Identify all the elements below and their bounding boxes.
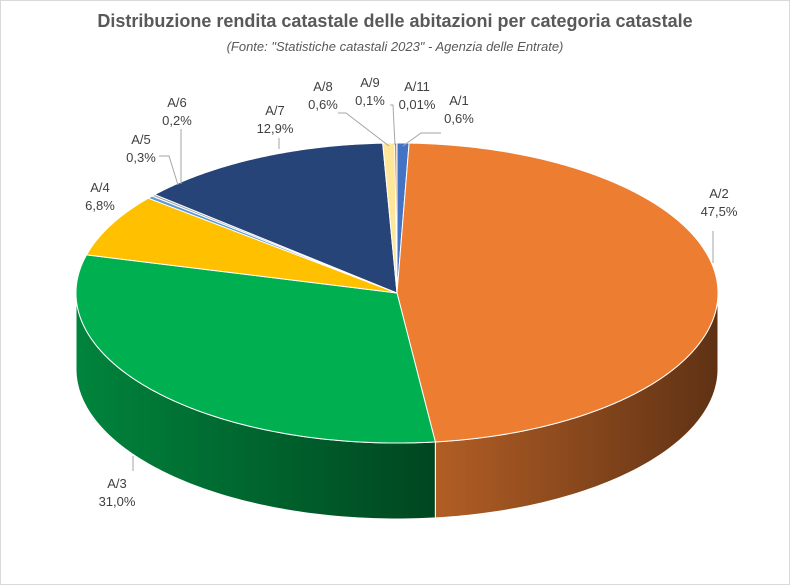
data-label-value: 0,3%	[126, 150, 156, 165]
data-label-category: A/4	[90, 180, 110, 195]
data-label-category: A/1	[449, 93, 469, 108]
data-label-value: 0,2%	[162, 113, 192, 128]
data-label-category: A/11	[404, 79, 430, 94]
data-label-value: 47,5%	[701, 204, 738, 219]
chart-title: Distribuzione rendita catastale delle ab…	[97, 11, 693, 31]
pie-slice-A-4[interactable]	[85, 197, 398, 294]
data-label-category: A/6	[167, 95, 187, 110]
data-label-value: 31,0%	[99, 494, 136, 509]
data-label-value: 12,9%	[257, 121, 294, 136]
data-label-category: A/9	[360, 75, 380, 90]
data-label-value: 0,01%	[399, 97, 436, 112]
data-label-category: A/3	[107, 476, 127, 491]
leader-line	[338, 112, 390, 147]
pie-slice-A-7[interactable]	[153, 142, 398, 294]
data-label-category: A/8	[313, 79, 333, 94]
data-label-value: 0,1%	[355, 93, 385, 108]
leader-line	[402, 132, 441, 147]
pie-slice-A-3[interactable]	[75, 254, 436, 444]
leader-line	[390, 104, 396, 146]
data-label-category: A/5	[131, 132, 151, 147]
chart-subtitle: (Fonte: "Statistiche catastali 2023" - A…	[226, 39, 564, 54]
data-label-value: 6,8%	[85, 198, 115, 213]
leader-line	[159, 155, 179, 186]
data-label-category: A/7	[265, 103, 285, 118]
data-label-category: A/2	[709, 186, 729, 201]
data-label-value: 0,6%	[444, 111, 474, 126]
data-label-value: 0,6%	[308, 97, 338, 112]
pie-slice-A-2[interactable]	[396, 142, 719, 443]
